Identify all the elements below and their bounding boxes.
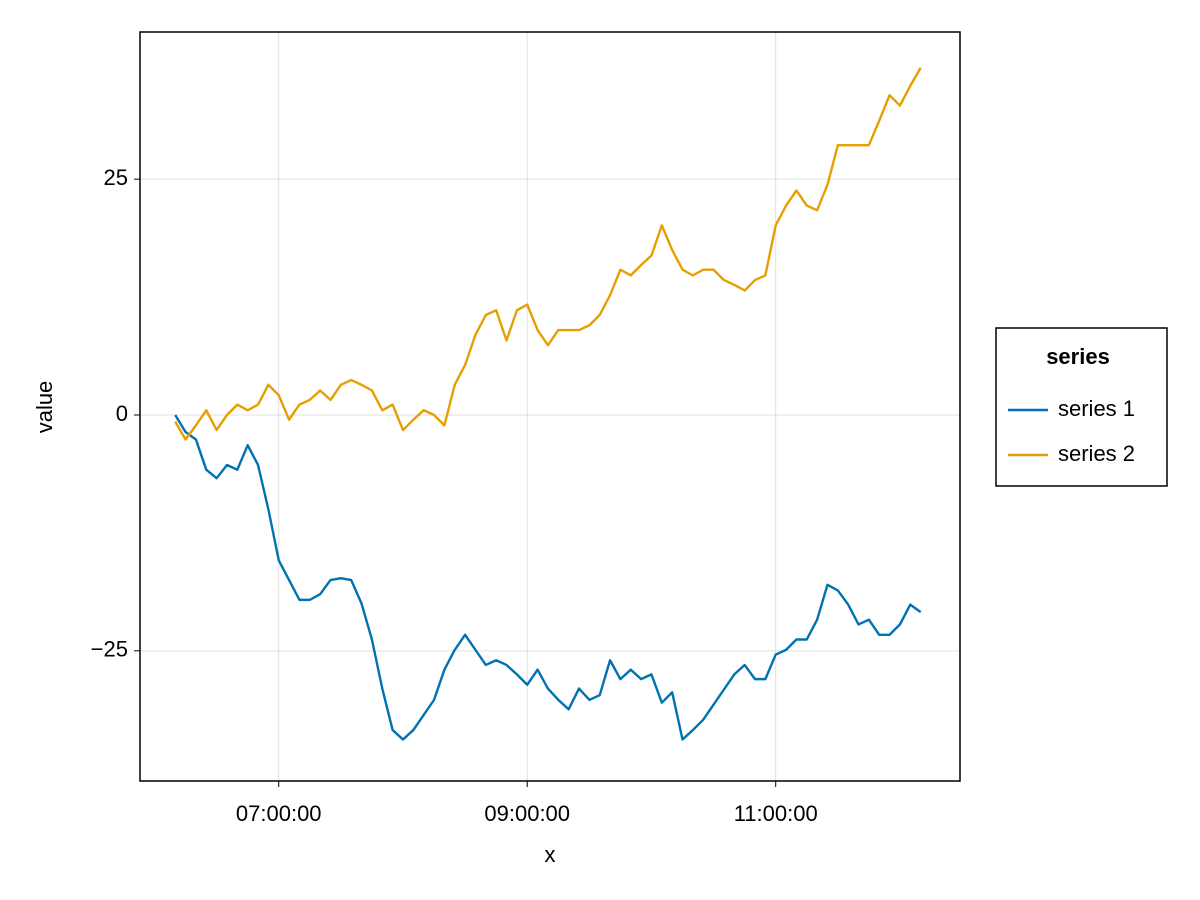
legend-label: series 2 [1058,441,1135,466]
legend-box [995,327,1168,487]
legend-title: series [1046,344,1110,369]
legend-label: series 1 [1058,396,1135,421]
x-tick-label: 11:00:00 [734,801,818,826]
y-tick-label: 25 [104,165,128,190]
plot-frame [139,31,961,782]
y-axis-label: value [32,381,57,434]
x-tick-label: 09:00:00 [484,801,570,826]
y-tick-label: −25 [91,637,128,662]
series-line [174,414,922,741]
series-line [174,67,922,441]
y-tick-label: 0 [116,401,128,426]
x-axis-label: x [545,842,556,867]
x-tick-label: 07:00:00 [236,801,322,826]
